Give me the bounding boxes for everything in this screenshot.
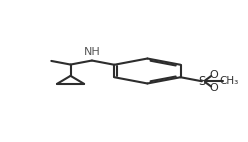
Text: S: S <box>198 75 206 88</box>
Text: CH₃: CH₃ <box>219 76 239 86</box>
Text: O: O <box>209 70 218 80</box>
Text: NH: NH <box>84 47 100 57</box>
Text: O: O <box>209 83 218 93</box>
